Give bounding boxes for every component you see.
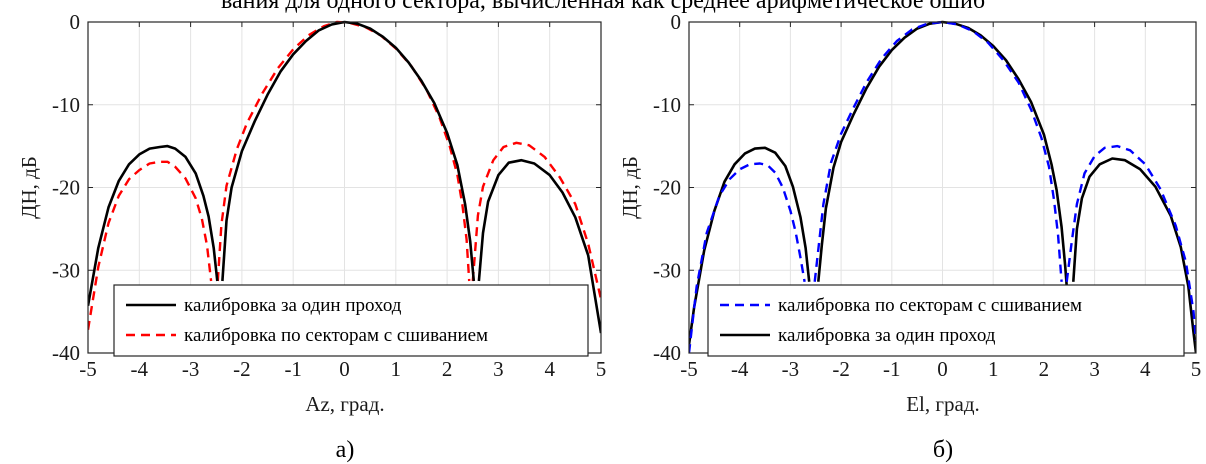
x-tick-label: -4 <box>131 357 149 381</box>
y-tick-label: -40 <box>653 341 681 365</box>
y-tick-label: -10 <box>653 93 681 117</box>
x-tick-label: -2 <box>832 357 850 381</box>
x-tick-label: 0 <box>339 357 350 381</box>
series-line <box>471 141 601 300</box>
x-tick-label: -1 <box>883 357 901 381</box>
x-tick-label: 2 <box>1039 357 1050 381</box>
x-tick-label: -5 <box>79 357 97 381</box>
x-tick-label: -4 <box>731 357 749 381</box>
legend-entry: калибровка по секторам с сшиванием <box>184 325 488 346</box>
x-tick-label: 4 <box>544 357 555 381</box>
top-text-fragment: вания для одного сектора, вычисленная ка… <box>220 0 986 14</box>
series-line <box>689 146 811 345</box>
series-line <box>216 20 471 282</box>
x-tick-label: -5 <box>680 357 698 381</box>
series-line <box>88 144 219 307</box>
legend: калибровка по секторам с сшиванием калибр… <box>707 284 1185 357</box>
series-group <box>689 20 1196 353</box>
y-tick-label: -30 <box>653 258 681 282</box>
x-tick-label: -3 <box>182 357 200 381</box>
y-tick-label: -20 <box>52 176 80 200</box>
legend-entry: калибровка за один проход <box>778 325 996 346</box>
y-axis-label: ДН, дБ <box>618 156 642 219</box>
y-axis-label: ДН, дБ <box>17 156 41 219</box>
legend-entry: калибровка по секторам с сшиванием <box>778 295 1082 316</box>
legend: калибровка за один проход калибровка по с… <box>113 284 589 357</box>
y-tick-label: 0 <box>671 10 682 34</box>
x-tick-label: 1 <box>391 357 402 381</box>
legend-box <box>113 284 589 357</box>
series-line <box>1065 144 1196 341</box>
panel-label: а) <box>336 437 355 463</box>
x-tick-label: -3 <box>782 357 800 381</box>
x-tick-label: 5 <box>1191 357 1202 381</box>
series-line <box>477 158 601 334</box>
panel-label: б) <box>933 437 953 463</box>
series-line <box>1072 157 1196 353</box>
series-line <box>221 20 476 282</box>
x-tick-label: 3 <box>493 357 504 381</box>
x-tick-label: -2 <box>233 357 251 381</box>
x-axis-label: El, град. <box>906 392 980 416</box>
y-tick-label: -10 <box>52 93 80 117</box>
x-tick-label: 2 <box>442 357 453 381</box>
y-tick-label: -30 <box>52 258 80 282</box>
y-tick-label: -20 <box>653 176 681 200</box>
x-tick-label: 1 <box>988 357 999 381</box>
y-tick-label: -40 <box>52 341 80 365</box>
legend-box <box>707 284 1185 357</box>
x-tick-label: 5 <box>596 357 607 381</box>
x-axis-label: Az, град. <box>305 392 384 416</box>
series-line <box>689 162 806 353</box>
x-tick-label: 0 <box>937 357 948 381</box>
x-tick-label: 4 <box>1140 357 1151 381</box>
legend-entry: калибровка за один проход <box>184 295 402 316</box>
series-group <box>88 20 601 334</box>
x-tick-label: -1 <box>284 357 302 381</box>
series-line <box>813 20 1063 282</box>
series-line <box>88 160 213 330</box>
x-tick-label: 3 <box>1089 357 1100 381</box>
y-tick-label: 0 <box>70 10 81 34</box>
